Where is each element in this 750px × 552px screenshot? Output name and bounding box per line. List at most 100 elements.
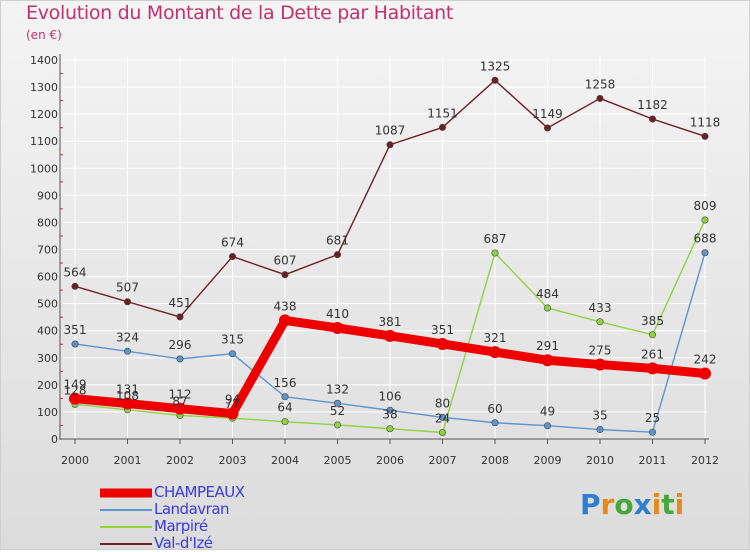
point-landavran [648,428,656,436]
legend-item-landavran: Landavran [100,501,245,518]
proxiti-logo: Proxiti [580,488,684,521]
x-tick-label: 2004 [271,454,299,467]
data-label-val-d-iz-: 451 [169,296,192,310]
x-tick-label: 2001 [114,454,142,467]
data-label-val-d-iz-: 1118 [690,115,721,129]
x-tick-label: 2002 [166,454,194,467]
legend-item-champeaux: CHAMPEAUX [100,484,245,501]
data-label-champeaux: 410 [326,307,349,321]
legend-swatch-val-d-ize [100,542,152,545]
data-label-marpir-: 64 [277,401,292,415]
point-champeaux [121,397,134,410]
point-val-d-iz- [648,115,656,123]
point-val-d-iz- [543,124,551,132]
data-label-landavran: 60 [487,402,502,416]
data-label-val-d-iz-: 507 [116,281,139,295]
x-tick-label: 2012 [691,454,719,467]
point-champeaux [331,322,344,335]
logo-letter: P [580,488,601,521]
data-label-landavran: 106 [379,389,402,403]
data-label-val-d-iz-: 1325 [480,59,511,73]
data-label-landavran: 49 [540,405,555,419]
data-label-landavran: 80 [435,396,450,410]
data-label-val-d-iz-: 1151 [427,106,458,120]
point-val-d-iz- [281,271,289,279]
point-champeaux [174,402,186,415]
legend-label-val-d-ize: Val-d'Izé [154,534,213,552]
point-landavran [281,393,289,401]
y-tick-label: 800 [37,216,58,229]
y-tick-label: 1000 [30,162,58,175]
data-label-landavran: 156 [274,376,297,390]
data-label-marpir-: 433 [589,301,612,315]
point-marpir- [333,421,341,429]
data-label-champeaux: 291 [536,339,559,353]
logo-letter: x [633,488,652,521]
y-tick-label: 300 [37,352,58,365]
point-champeaux [384,329,396,342]
point-landavran [71,340,79,348]
point-landavran [124,347,132,355]
legend-swatch-champeaux [100,488,152,497]
x-tick-label: 2011 [639,454,667,467]
data-label-marpir-: 385 [641,314,664,328]
y-tick-label: 1400 [30,54,58,67]
data-label-champeaux: 351 [431,323,454,337]
logo-letter: i [651,488,662,521]
logo-letter: r [600,488,615,521]
line-chart: 0 100 200 300 400 500 600 700 800 900 1000 1100 1200… [30,54,721,467]
point-val-d-iz- [71,282,79,290]
data-label-marpir-: 108 [116,389,139,403]
point-champeaux [489,346,501,359]
point-marpir- [491,249,499,257]
data-label-val-d-iz-: 1087 [375,124,406,138]
data-label-marpir-: 128 [64,383,87,397]
point-val-d-iz- [491,76,499,84]
series-lines [69,76,711,437]
data-label-champeaux: 321 [484,331,507,345]
data-label-champeaux: 381 [379,315,402,329]
point-landavran [596,426,604,434]
legend: CHAMPEAUX Landavran Marpiré Val-d'Izé [100,484,245,552]
point-champeaux [226,407,239,420]
series-line-marpir--jump [441,252,496,433]
data-label-champeaux: 94 [225,393,240,407]
data-label-marpir-: 809 [694,199,717,213]
x-tick-label: 2000 [61,454,89,467]
x-tick-label: 2010 [586,454,614,467]
point-landavran [176,355,184,363]
data-label-val-d-iz-: 674 [221,236,244,250]
legend-label-marpire: Marpiré [154,517,208,535]
point-champeaux [279,314,291,327]
data-label-marpir-: 687 [484,232,507,246]
data-labels: 564 507 451 674 607 681 1087 1151 1325 1149 1258 11… [64,59,721,425]
y-tick-label: 1300 [30,81,58,94]
logo-letter: o [614,488,634,521]
point-landavran [543,422,551,430]
data-label-marpir-: 38 [382,408,397,422]
legend-item-marpire: Marpiré [100,518,245,535]
logo-letter: i [674,488,685,521]
data-label-val-d-iz-: 607 [274,254,297,268]
point-champeaux [69,392,81,405]
point-champeaux [436,337,449,350]
series-line-marpir- [74,403,443,434]
y-tick-label: 200 [37,379,58,392]
y-tick-label: 400 [37,325,58,338]
chart-unit-label: (en €) [26,28,62,42]
point-val-d-iz- [333,251,341,259]
y-tick-label: 1200 [30,108,58,121]
data-label-landavran: 35 [592,409,607,423]
point-champeaux [646,362,659,375]
x-tick-label: 2008 [481,454,509,467]
data-label-champeaux: 242 [694,352,717,366]
point-landavran [386,406,394,414]
data-label-landavran: 315 [221,333,244,347]
data-label-landavran: 296 [169,338,192,352]
point-marpir- [386,425,394,433]
data-label-landavran: 132 [326,382,349,396]
legend-label-champeaux: CHAMPEAUX [154,483,245,501]
point-marpir- [543,304,551,312]
legend-item-val-d-ize: Val-d'Izé [100,535,245,552]
data-label-champeaux: 112 [169,388,192,402]
